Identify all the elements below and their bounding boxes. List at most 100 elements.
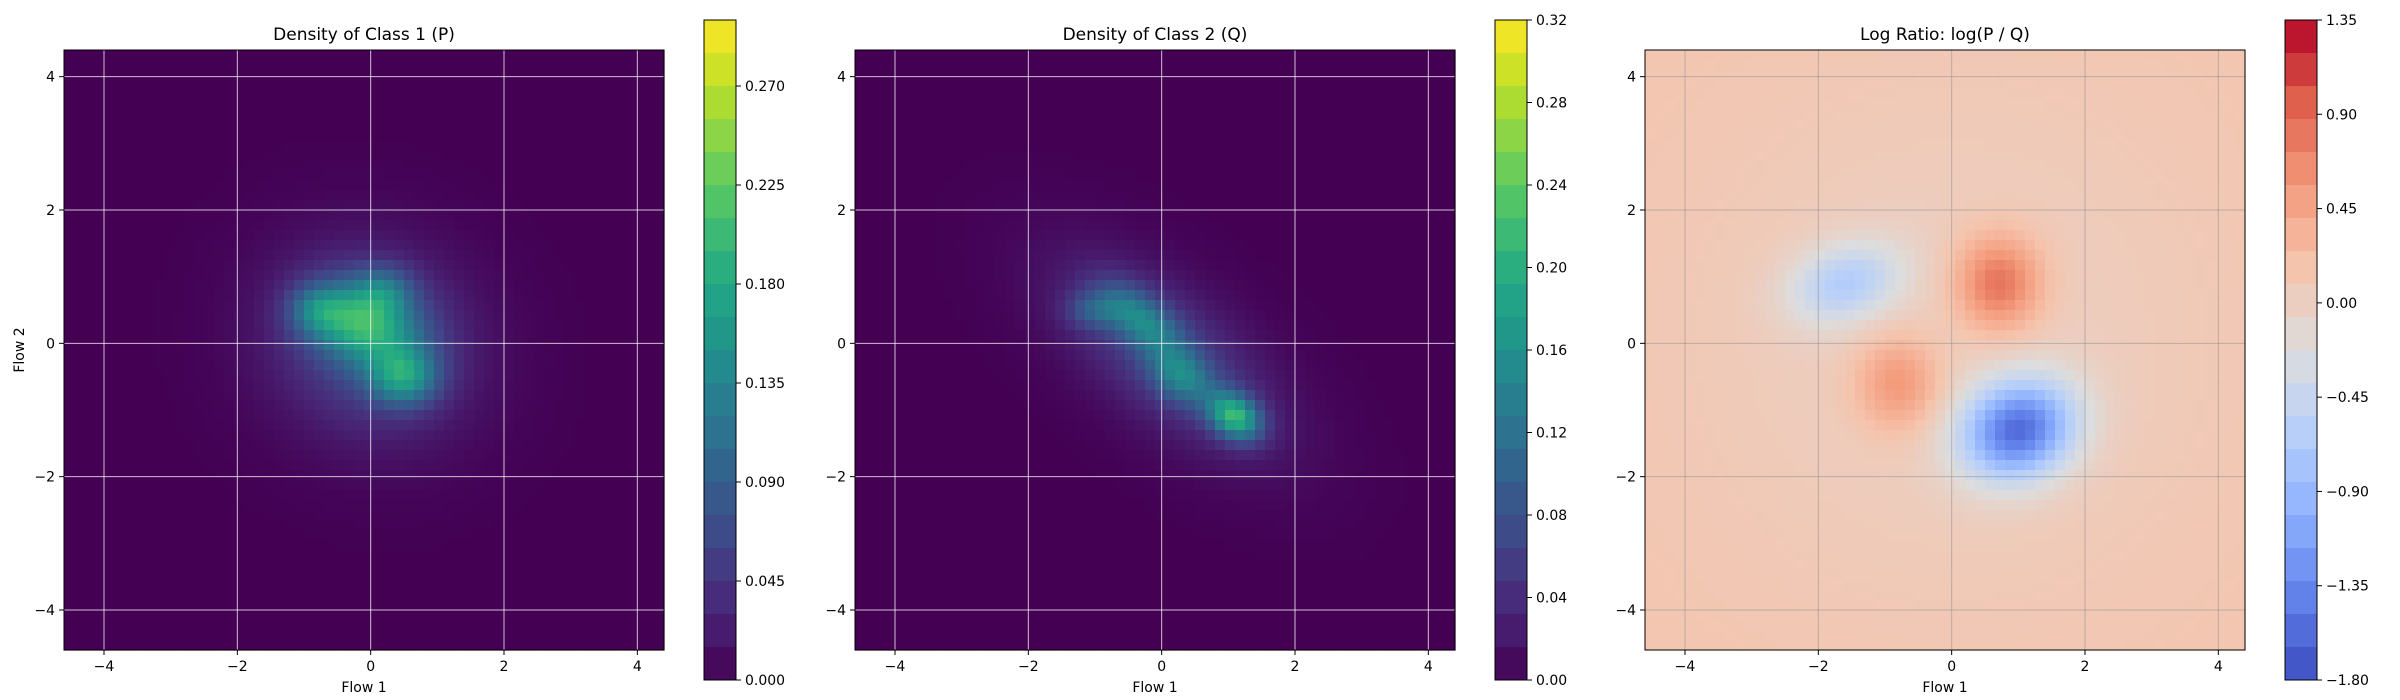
heatmap-cell [955,550,966,561]
heatmap-cell [134,280,145,291]
heatmap-cell [985,490,996,501]
heatmap-cell [304,180,315,191]
heatmap-cell [965,590,976,601]
heatmap-cell [264,260,275,271]
heatmap-cell [434,190,445,201]
heatmap-cell [224,600,235,611]
heatmap-cell [164,450,175,461]
heatmap-cell [564,160,575,171]
heatmap-cell [855,60,866,71]
heatmap-cell [114,290,125,301]
heatmap-cell [84,250,95,261]
heatmap-cell [254,560,265,571]
heatmap-cell [915,590,926,601]
heatmap-cell [594,130,605,141]
heatmap-cell [154,510,165,521]
heatmap-cell [524,180,535,191]
heatmap-cell [634,260,645,271]
heatmap-cell [865,440,876,451]
heatmap-cell [1065,160,1076,171]
heatmap-cell [84,60,95,71]
heatmap-cell [1045,270,1056,281]
heatmap-cell [364,430,375,441]
heatmap-cell [444,220,455,231]
heatmap-cell [234,390,245,401]
heatmap-cell [334,570,345,581]
heatmap-cell [314,220,325,231]
heatmap-cell [334,130,345,141]
colorbar-segment [704,515,736,549]
heatmap-cell [264,400,275,411]
heatmap-cell [875,360,886,371]
heatmap-cell [865,600,876,611]
heatmap-cell [1005,130,1016,141]
heatmap-cell [514,280,525,291]
heatmap-cell [925,200,936,211]
heatmap-cell [975,220,986,231]
heatmap-cell [564,130,575,141]
heatmap-cell [524,420,535,431]
heatmap-cell [995,530,1006,541]
heatmap-cell [214,480,225,491]
heatmap-cell [224,320,235,331]
heatmap-cell [915,110,926,121]
heatmap-cell [654,100,665,111]
heatmap-cell [294,570,305,581]
heatmap-cell [224,310,235,321]
heatmap-cell [985,460,996,471]
heatmap-cell [1025,270,1036,281]
heatmap-cell [935,500,946,511]
heatmap-cell [254,510,265,521]
heatmap-cell [1055,580,1066,591]
heatmap-cell [314,590,325,601]
heatmap-cell [985,250,996,261]
heatmap-cell [354,80,365,91]
heatmap-cell [114,450,125,461]
heatmap-cell [544,120,555,131]
heatmap-cell [294,550,305,561]
heatmap-cell [304,560,315,571]
heatmap-cell [434,330,445,341]
heatmap-cell [314,440,325,451]
heatmap-cell [424,440,435,451]
heatmap-cell [324,140,335,151]
heatmap-cell [84,580,95,591]
heatmap-cell [945,300,956,311]
heatmap-cell [354,340,365,351]
heatmap-cell [274,170,285,181]
heatmap-cell [314,140,325,151]
heatmap-cell [124,490,135,501]
heatmap-cell [584,540,595,551]
heatmap-cell [334,330,345,341]
heatmap-cell [174,490,185,501]
heatmap-cell [194,300,205,311]
heatmap-cell [895,120,906,131]
heatmap-cell [604,640,615,651]
heatmap-cell [875,560,886,571]
heatmap-cell [324,470,335,481]
heatmap-cell [454,90,465,101]
heatmap-cell [444,520,455,531]
heatmap-cell [84,390,95,401]
heatmap-cell [84,160,95,171]
heatmap-cell [504,460,515,471]
heatmap-cell [985,570,996,581]
heatmap-cell [564,70,575,81]
heatmap-cell [875,500,886,511]
heatmap-cell [354,590,365,601]
heatmap-cell [644,210,655,221]
heatmap-cell [214,260,225,271]
heatmap-cell [394,480,405,491]
heatmap-cell [384,180,395,191]
heatmap-cell [464,580,475,591]
heatmap-cell [594,270,605,281]
heatmap-cell [204,630,215,641]
heatmap-cell [414,110,425,121]
heatmap-cell [955,590,966,601]
heatmap-cell [534,70,545,81]
heatmap-cell [995,520,1006,531]
heatmap-cell [94,510,105,521]
heatmap-cell [324,350,335,361]
heatmap-cell [1015,510,1026,521]
heatmap-cell [484,580,495,591]
